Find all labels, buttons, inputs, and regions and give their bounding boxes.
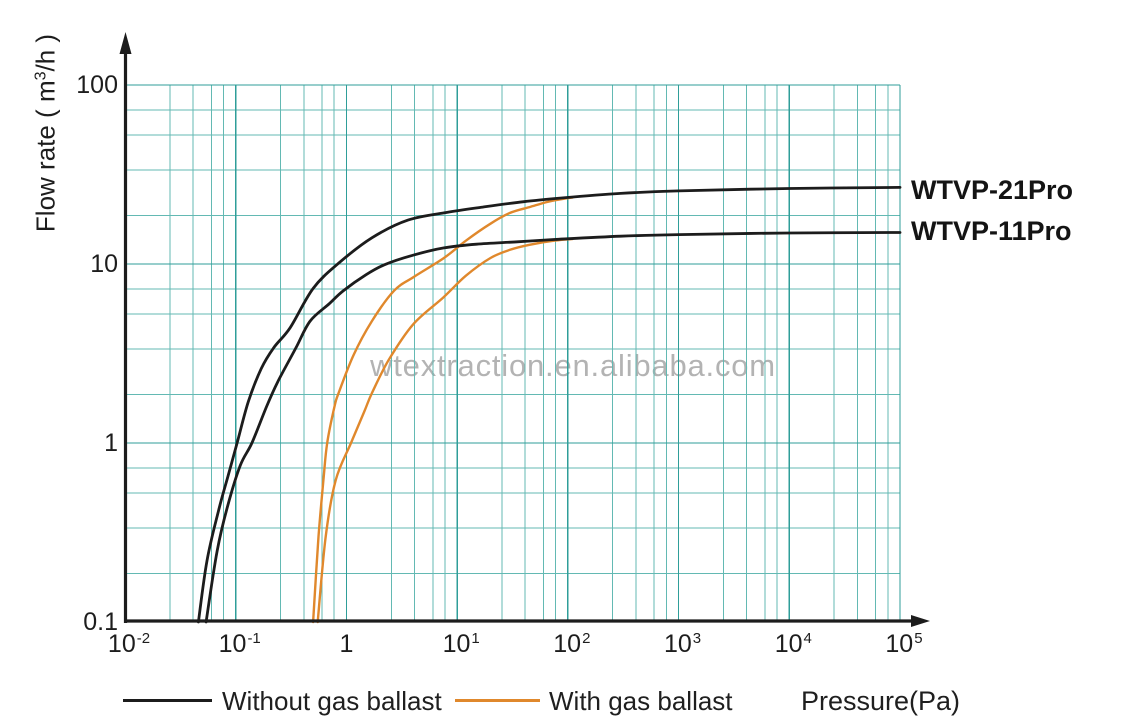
legend-label-with-gas-ballast: With gas ballast xyxy=(549,686,733,716)
curve-wtvp-11pro-with-gas-ballast xyxy=(316,237,574,624)
x-tick-label: 102 xyxy=(553,630,590,659)
y-axis-title-pre: Flow rate ( m xyxy=(30,80,61,233)
x-tick-base: 10 xyxy=(107,630,136,658)
curve-wtvp-11pro-without-gas-ballast xyxy=(204,231,902,624)
x-tick-label: 103 xyxy=(664,630,701,659)
x-tick-base: 10 xyxy=(663,630,692,658)
y-tick-label: 100 xyxy=(76,71,118,99)
x-tick-exponent: -1 xyxy=(247,630,261,647)
legend-label-without-gas-ballast: Without gas ballast xyxy=(222,686,442,716)
x-tick-label: 104 xyxy=(775,630,812,659)
x-tick-label: 10-2 xyxy=(108,630,150,659)
x-tick-label: 1 xyxy=(339,630,353,659)
x-tick-base: 10 xyxy=(885,630,914,658)
x-tick-label: 101 xyxy=(443,630,480,659)
x-tick-exponent: 4 xyxy=(803,630,812,647)
x-tick-label: 105 xyxy=(885,630,922,659)
y-tick-label: 10 xyxy=(90,250,118,278)
legend-swatch-without-gas-ballast xyxy=(123,699,212,702)
x-tick-exponent: 3 xyxy=(692,630,702,647)
grid-minor-lines xyxy=(125,85,900,622)
curve-label-wtvp-11pro: WTVP-11Pro xyxy=(911,216,1072,246)
watermark-text: wtextraction.en.alibaba.com xyxy=(370,348,776,383)
curve-wtvp-21pro-with-gas-ballast xyxy=(311,196,574,624)
y-axis-title-post: /h ) xyxy=(30,33,61,72)
axes xyxy=(119,32,930,627)
x-tick-base: 1 xyxy=(339,630,354,658)
x-tick-exponent: 5 xyxy=(914,630,923,647)
x-tick-base: 10 xyxy=(218,630,247,658)
y-axis-title: Flow rate ( m3/h ) xyxy=(31,34,62,232)
curve-label-wtvp-21pro: WTVP-21Pro xyxy=(911,175,1074,205)
x-tick-exponent: 2 xyxy=(582,630,591,647)
y-tick-label: 0.1 xyxy=(83,608,118,636)
x-axis-unit-label: Pressure(Pa) xyxy=(801,686,961,716)
x-axis-arrow xyxy=(911,615,930,627)
grid-major-lines xyxy=(125,84,901,622)
x-tick-label: 10-1 xyxy=(219,630,261,659)
legend-swatch-with-gas-ballast xyxy=(455,699,540,702)
x-tick-base: 10 xyxy=(774,630,803,658)
y-axis-arrow xyxy=(119,32,132,54)
x-tick-exponent: -2 xyxy=(136,630,151,647)
x-tick-exponent: 1 xyxy=(471,630,480,647)
y-tick-label: 1 xyxy=(104,429,118,457)
x-tick-base: 10 xyxy=(442,630,471,658)
curve-wtvp-21pro-without-gas-ballast xyxy=(197,186,902,624)
x-tick-base: 10 xyxy=(553,630,582,658)
